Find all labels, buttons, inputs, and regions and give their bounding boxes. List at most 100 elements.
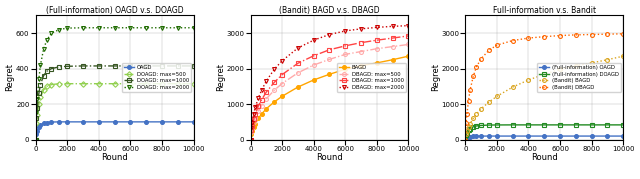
(Full-information) OAGD [461,139,469,141]
(Bandit) BAGD [469,117,477,119]
(Full-information) OAGD [469,135,477,137]
DOAGD: max=1000: (500, 360): max=1000: (500, 360) [40,75,47,77]
DBAGD: max=2000: (0, 0): max=2000: (0, 0) [246,139,254,141]
OAGD [40,122,47,124]
BAGD [404,55,412,57]
Line: DBAGD: max=1000: DBAGD: max=1000 [248,34,410,142]
DOAGD: max=2000: (8e+03, 630): max=2000: (8e+03, 630) [158,27,166,29]
DOAGD: max=2000: (7e+03, 630): max=2000: (7e+03, 630) [142,27,150,29]
(Full-information) DOAGD [556,124,564,126]
(Bandit) DBAGD [509,40,516,42]
BAGD [250,126,257,128]
OAGD [47,121,55,123]
(Bandit) BAGD [540,73,548,75]
DOAGD: max=500: (1e+04, 315): max=500: (1e+04, 315) [189,83,197,85]
DBAGD: max=1000: (50, 260): max=1000: (50, 260) [248,129,255,131]
Y-axis label: Regret: Regret [216,64,225,91]
DBAGD: max=1000: (500, 950): max=1000: (500, 950) [255,105,262,107]
(Bandit) BAGD [463,130,471,132]
DOAGD: max=1000: (2e+03, 413): max=1000: (2e+03, 413) [63,65,71,67]
OAGD [142,121,150,123]
(Full-information) DOAGD [604,124,611,126]
Line: (Full-information) DOAGD: (Full-information) DOAGD [463,123,625,142]
DOAGD: max=2000: (100, 230): max=2000: (100, 230) [33,98,41,100]
DBAGD: max=1000: (1e+04, 2.92e+03): max=1000: (1e+04, 2.92e+03) [404,35,412,37]
(Bandit) DBAGD [540,36,548,38]
(Bandit) DBAGD [469,75,477,78]
X-axis label: Round: Round [316,153,343,162]
DOAGD: max=500: (8e+03, 315): max=500: (8e+03, 315) [158,83,166,85]
OAGD [189,121,197,123]
(Bandit) DBAGD [467,89,474,91]
DOAGD: max=1000: (100, 180): max=1000: (100, 180) [33,107,41,109]
DOAGD: max=2000: (9e+03, 630): max=2000: (9e+03, 630) [174,27,182,29]
DOAGD: max=2000: (50, 150): max=2000: (50, 150) [33,112,40,114]
(Bandit) BAGD [462,133,470,135]
(Full-information) OAGD [572,135,580,137]
DOAGD: max=1000: (4e+03, 415): max=1000: (4e+03, 415) [95,65,102,67]
DBAGD: max=2000: (5e+03, 2.96e+03): max=2000: (5e+03, 2.96e+03) [326,33,333,36]
BAGD [357,65,365,67]
(Full-information) DOAGD [469,126,477,128]
DBAGD: max=1000: (9e+03, 2.86e+03): max=1000: (9e+03, 2.86e+03) [388,37,396,39]
(Full-information) DOAGD [509,124,516,126]
DBAGD: max=500: (4e+03, 2.1e+03): max=500: (4e+03, 2.1e+03) [310,64,317,66]
DOAGD: max=2000: (3e+03, 630): max=2000: (3e+03, 630) [79,27,87,29]
(Full-information) OAGD [525,135,532,137]
DOAGD: max=500: (0, 0): max=500: (0, 0) [32,139,40,141]
OAGD [127,121,134,123]
DOAGD: max=2000: (0, 0): max=2000: (0, 0) [32,139,40,141]
BAGD [373,62,381,64]
(Full-information) OAGD [472,135,480,137]
DBAGD: max=2000: (4e+03, 2.8e+03): max=2000: (4e+03, 2.8e+03) [310,39,317,41]
(Bandit) BAGD [493,95,500,97]
(Full-information) OAGD [477,135,485,137]
BAGD [310,79,317,81]
(Full-information) OAGD [604,135,611,137]
BAGD [270,101,278,103]
DOAGD: max=1000: (5e+03, 415): max=1000: (5e+03, 415) [111,65,118,67]
(Full-information) DOAGD [472,125,480,127]
(Full-information) OAGD [588,135,595,137]
BAGD [252,123,259,125]
(Bandit) BAGD [588,62,595,64]
DBAGD: max=1000: (4e+03, 2.36e+03): max=1000: (4e+03, 2.36e+03) [310,55,317,57]
(Full-information) DOAGD [588,124,595,126]
X-axis label: Round: Round [101,153,128,162]
(Bandit) BAGD [472,113,480,115]
(Full-information) DOAGD [620,124,627,126]
DOAGD: max=500: (700, 300): max=500: (700, 300) [43,85,51,87]
OAGD [56,121,63,123]
(Full-information) OAGD [493,135,500,137]
(Bandit) DBAGD [463,113,471,115]
(Full-information) OAGD [509,135,516,137]
DBAGD: max=1000: (100, 380): max=1000: (100, 380) [248,125,256,127]
DOAGD: max=2000: (500, 510): max=2000: (500, 510) [40,48,47,50]
DBAGD: max=500: (500, 810): max=500: (500, 810) [255,110,262,112]
Title: (Bandit) BAGD v.s. DBAGD: (Bandit) BAGD v.s. DBAGD [279,6,380,14]
DBAGD: max=2000: (200, 720): max=2000: (200, 720) [250,113,257,115]
DOAGD: max=1000: (1e+04, 415): max=1000: (1e+04, 415) [189,65,197,67]
Line: (Bandit) BAGD: (Bandit) BAGD [463,54,625,142]
OAGD [174,121,182,123]
(Bandit) DBAGD [493,44,500,46]
DOAGD: max=2000: (200, 340): max=2000: (200, 340) [35,78,43,80]
Line: DOAGD: max=1000: DOAGD: max=1000 [34,64,195,142]
(Full-information) DOAGD [493,124,500,126]
DOAGD: max=2000: (300, 420): max=2000: (300, 420) [36,64,44,66]
Line: OAGD: OAGD [34,120,195,142]
OAGD [158,121,166,123]
(Full-information) DOAGD [485,124,493,126]
DBAGD: max=2000: (300, 910): max=2000: (300, 910) [252,106,259,108]
DBAGD: max=500: (0, 0): max=500: (0, 0) [246,139,254,141]
DOAGD: max=2000: (1e+03, 600): max=2000: (1e+03, 600) [47,32,55,34]
DOAGD: max=2000: (1.5e+03, 620): max=2000: (1.5e+03, 620) [56,28,63,31]
DOAGD: max=1000: (700, 385): max=1000: (700, 385) [43,70,51,72]
DBAGD: max=500: (1e+04, 2.68e+03): max=500: (1e+04, 2.68e+03) [404,43,412,45]
(Full-information) DOAGD [477,124,485,127]
DBAGD: max=1000: (7e+03, 2.73e+03): max=1000: (7e+03, 2.73e+03) [357,42,365,44]
DBAGD: max=500: (8e+03, 2.56e+03): max=500: (8e+03, 2.56e+03) [373,48,381,50]
DBAGD: max=1000: (1.5e+03, 1.61e+03): max=1000: (1.5e+03, 1.61e+03) [270,81,278,84]
DBAGD: max=1000: (3e+03, 2.15e+03): max=1000: (3e+03, 2.15e+03) [294,62,301,64]
(Full-information) DOAGD [465,129,472,131]
